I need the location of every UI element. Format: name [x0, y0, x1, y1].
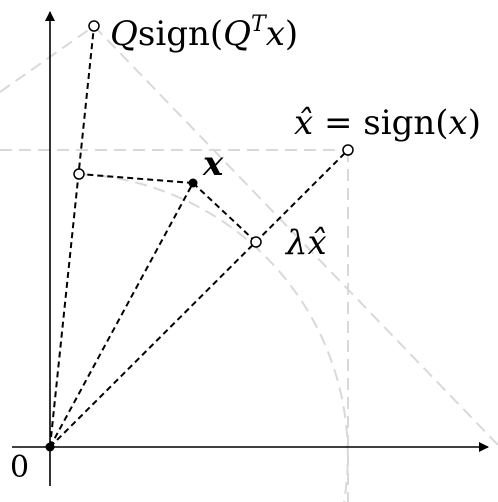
line-origin-to-xhat	[49, 149, 349, 448]
qsign-point	[88, 20, 100, 32]
dashed-lines	[49, 25, 349, 448]
projection-point	[73, 168, 85, 180]
xhat-label-eq: = sign(	[313, 103, 448, 143]
lambda-xhat-label: λx̂	[284, 223, 327, 263]
guide-line-diagonal-upper	[0, 25, 95, 93]
guide-circle-arc	[78, 173, 349, 502]
qsign-label-func: sign(	[138, 14, 223, 54]
points	[45, 20, 354, 452]
xhat-label-arg: x	[449, 103, 468, 143]
line-origin-to-qsign	[49, 25, 95, 448]
line-x-to-lambda-xhat	[192, 182, 257, 243]
qsign-label-q: Q	[110, 14, 138, 54]
x-label: x	[202, 144, 224, 184]
origin-point	[45, 442, 55, 452]
guide-line-diagonal-main	[93, 25, 498, 446]
guide-lines	[0, 25, 498, 502]
xhat-label-close: )	[468, 103, 481, 143]
x-point	[188, 178, 198, 188]
lambda-xhat-point	[250, 236, 262, 248]
origin-label: 0	[10, 450, 29, 485]
qsign-label-inner-q: Q	[223, 14, 251, 54]
qsign-label: Qsign(QTx)	[110, 12, 298, 54]
xhat-point	[342, 144, 354, 156]
qsign-label-sup: T	[251, 12, 268, 37]
qsign-label-close: )	[285, 14, 298, 54]
xhat-label: x̂ = sign(x)	[294, 103, 481, 143]
labels: 0 Qsign(QTx) x̂ = sign(x) x λx̂	[10, 12, 481, 485]
qsign-label-arg: x	[266, 14, 285, 54]
line-x-to-projection	[78, 173, 194, 184]
axes	[12, 11, 489, 486]
line-origin-to-x	[49, 182, 194, 448]
xhat-label-var: x̂	[294, 103, 313, 143]
